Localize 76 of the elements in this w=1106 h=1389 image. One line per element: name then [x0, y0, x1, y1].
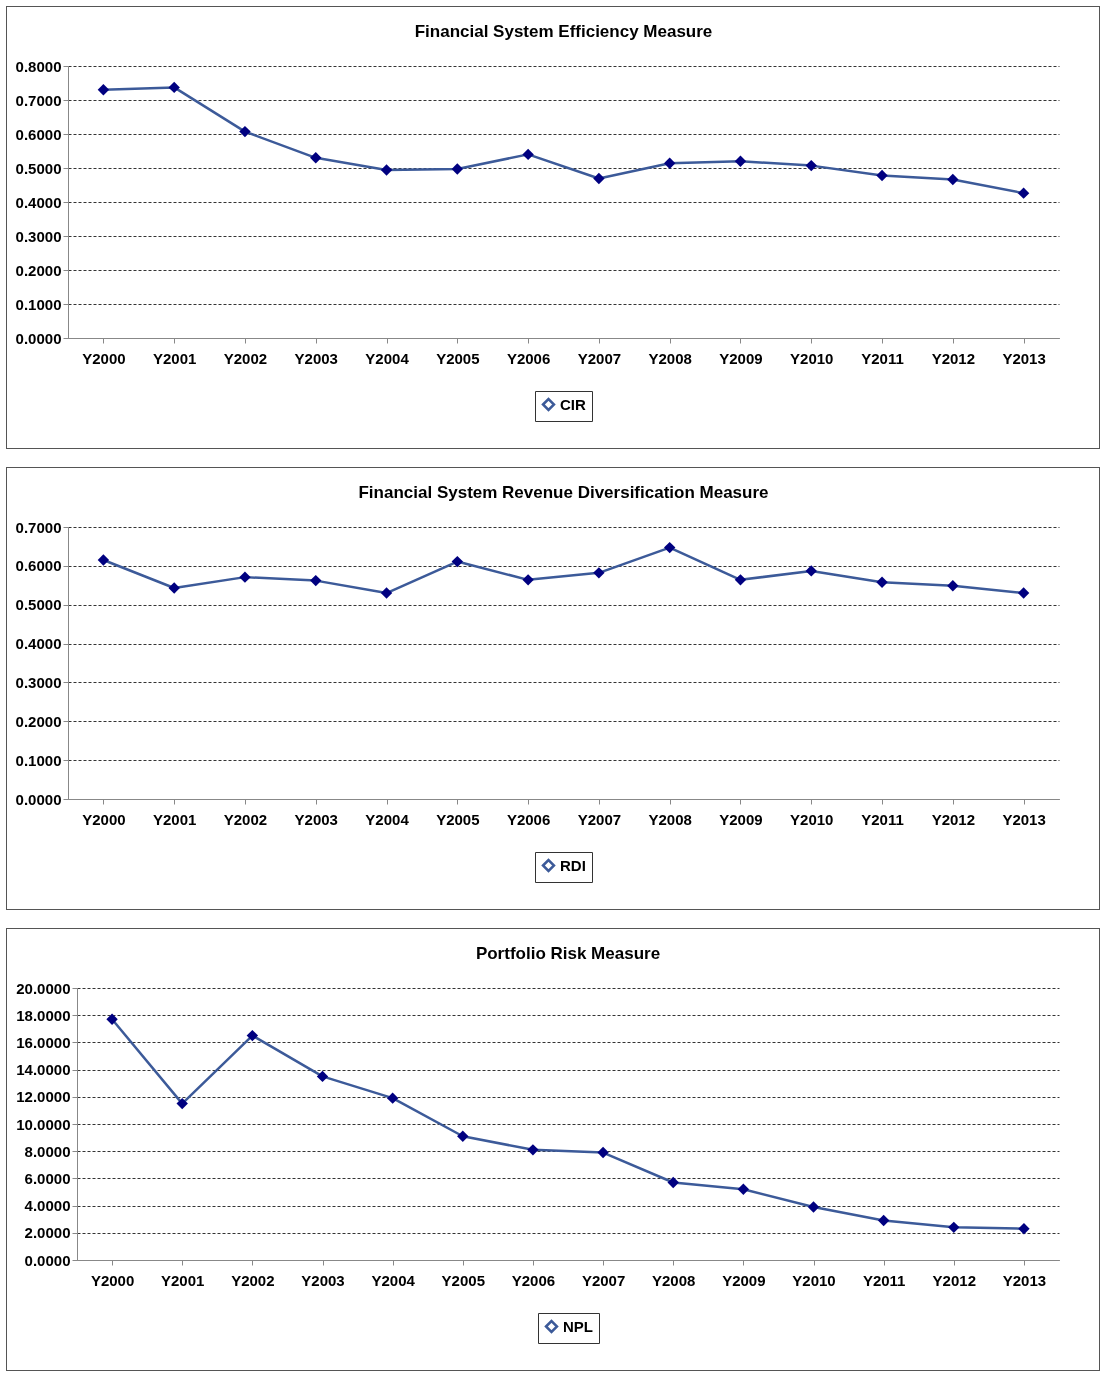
y-tick-label: 14.0000: [16, 1061, 71, 1079]
y-tick-label: 0.5000: [15, 159, 62, 177]
y-tick-label: 0.2000: [15, 261, 62, 279]
x-tick-label: Y2004: [365, 349, 410, 367]
x-tick-label: Y2005: [441, 1271, 485, 1289]
y-tick-label: 0.4000: [15, 635, 62, 653]
y-tick-label: 20.0000: [16, 979, 71, 997]
x-tick-label: Y2003: [301, 1271, 345, 1289]
y-tick-label: 18.0000: [16, 1006, 71, 1024]
x-tick-label: Y2000: [82, 810, 126, 828]
y-tick-label: 0.7000: [15, 91, 62, 109]
x-tick-label: Y2006: [506, 349, 551, 367]
x-tick-label: Y2002: [223, 349, 268, 367]
y-tick-label: 0.4000: [15, 193, 62, 211]
x-tick-label: Y2001: [152, 810, 197, 828]
x-tick-label: Y2009: [719, 810, 763, 828]
x-tick-label: Y2008: [648, 349, 692, 367]
x-tick-label: Y2000: [90, 1271, 135, 1289]
x-tick-label: Y2006: [511, 1271, 556, 1289]
x-tick-label: Y2001: [161, 1271, 205, 1289]
legend-label: CIR: [560, 395, 586, 413]
x-tick-label: Y2005: [436, 810, 480, 828]
x-tick-label: Y2013: [1002, 810, 1046, 828]
legend-label: NPL: [563, 1317, 593, 1335]
y-tick-label: 0.3000: [15, 227, 62, 245]
y-tick-label: 0.1000: [15, 751, 62, 769]
y-tick-label: 6.0000: [24, 1169, 71, 1187]
chart-title: Financial System Revenue Diversification Measure: [358, 483, 769, 502]
x-tick-label: Y2013: [1002, 349, 1046, 367]
y-tick-label: 8.0000: [24, 1142, 71, 1160]
y-tick-label: 4.0000: [24, 1197, 71, 1215]
y-tick-label: 0.0000: [15, 329, 62, 347]
x-tick-label: Y2007: [577, 810, 622, 828]
x-tick-label: Y2011: [861, 810, 904, 828]
x-tick-label: Y2001: [152, 349, 197, 367]
x-tick-label: Y2011: [861, 349, 904, 367]
x-tick-label: Y2008: [652, 1271, 696, 1289]
legend-label: RDI: [560, 856, 586, 874]
x-tick-label: Y2002: [231, 1271, 275, 1289]
x-tick-label: Y2008: [648, 810, 692, 828]
y-tick-label: 16.0000: [16, 1033, 71, 1051]
x-tick-label: Y2012: [931, 349, 976, 367]
y-tick-label: 12.0000: [16, 1088, 71, 1106]
x-tick-label: Y2013: [1002, 1271, 1047, 1289]
y-tick-label: 10.0000: [16, 1115, 71, 1133]
x-tick-label: Y2009: [719, 349, 763, 367]
x-tick-label: Y2007: [581, 1271, 626, 1289]
x-tick-label: Y2005: [436, 349, 480, 367]
x-tick-label: Y2007: [577, 349, 622, 367]
y-tick-label: 0.6000: [15, 557, 62, 575]
x-tick-label: Y2010: [792, 1271, 836, 1289]
y-tick-label: 0.8000: [15, 57, 62, 75]
y-tick-label: 0.6000: [15, 125, 62, 143]
y-tick-label: 0.0000: [24, 1251, 71, 1269]
x-tick-label: Y2003: [294, 810, 338, 828]
y-tick-label: 0.1000: [15, 295, 62, 313]
y-tick-label: 0.3000: [15, 673, 62, 691]
y-tick-label: 2.0000: [24, 1224, 71, 1242]
x-tick-label: Y2010: [790, 349, 834, 367]
chart-title: Financial System Efficiency Measure: [414, 22, 713, 41]
x-tick-label: Y2012: [931, 810, 976, 828]
x-tick-label: Y2012: [932, 1271, 976, 1289]
x-tick-label: Y2011: [862, 1271, 906, 1289]
chart-title: Portfolio Risk Measure: [475, 944, 661, 963]
x-tick-label: Y2010: [790, 810, 834, 828]
y-tick-label: 0.7000: [15, 518, 62, 536]
x-tick-label: Y2004: [371, 1271, 416, 1289]
y-tick-label: 0.5000: [15, 596, 62, 614]
x-tick-label: Y2004: [365, 810, 410, 828]
y-tick-label: 0.2000: [15, 712, 62, 730]
x-tick-label: Y2002: [223, 810, 268, 828]
x-tick-label: Y2006: [506, 810, 551, 828]
y-tick-label: 0.0000: [15, 790, 62, 808]
x-tick-label: Y2003: [294, 349, 338, 367]
x-tick-label: Y2000: [82, 349, 126, 367]
x-tick-label: Y2009: [722, 1271, 766, 1289]
